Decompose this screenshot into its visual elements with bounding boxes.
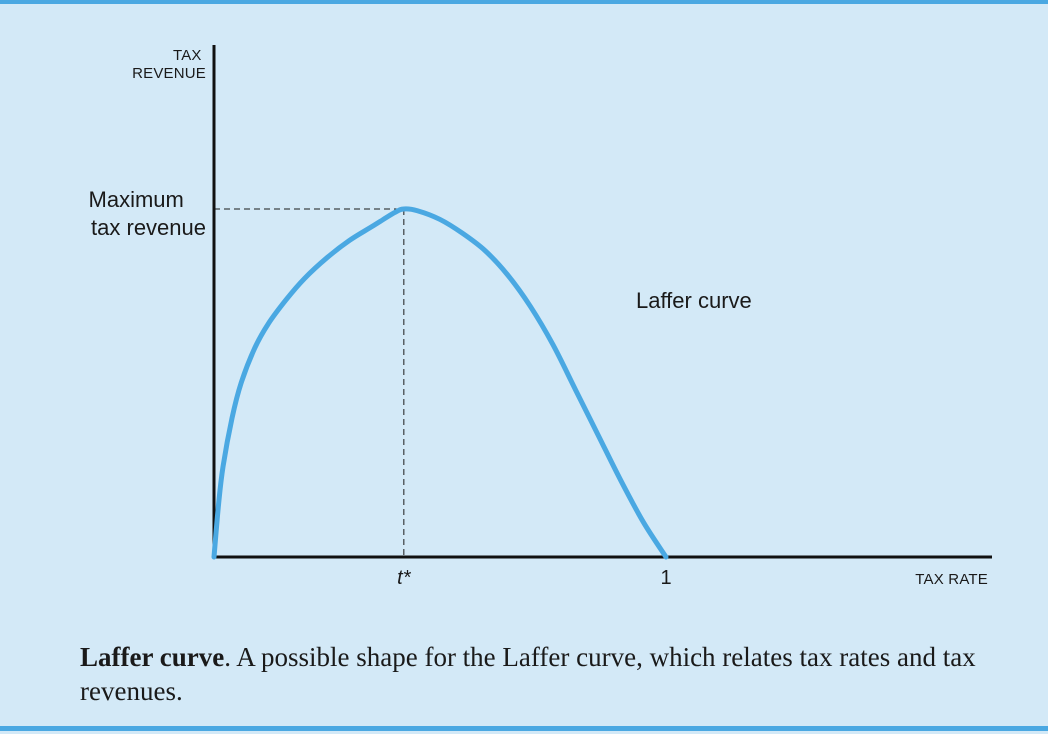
y-axis-label-line-1: TAX [173, 47, 202, 64]
x-tick-label-one: 1 [660, 567, 671, 589]
x-axis-label: TAX RATE [915, 571, 988, 588]
max-revenue-label: Maximum tax revenue [89, 187, 206, 240]
x-tick-label-t-star: t* [397, 567, 412, 589]
bottom-rule [0, 726, 1048, 731]
figure-caption: Laffer curve. A possible shape for the L… [80, 640, 980, 708]
caption-text: . A possible shape for the Laffer curve,… [80, 642, 976, 706]
caption-title: Laffer curve [80, 642, 225, 672]
max-revenue-label-line-1: Maximum [89, 187, 184, 212]
y-axis-label: TAX REVENUE [132, 47, 206, 82]
laffer-curve-figure: TAX REVENUE Maximum tax revenue Laffer c… [89, 45, 992, 589]
laffer-curve-label: Laffer curve [636, 288, 752, 313]
y-axis-label-line-2: REVENUE [132, 65, 206, 82]
laffer-curve-line [211, 206, 669, 560]
max-revenue-label-line-2: tax revenue [91, 215, 206, 240]
top-rule [0, 0, 1048, 4]
